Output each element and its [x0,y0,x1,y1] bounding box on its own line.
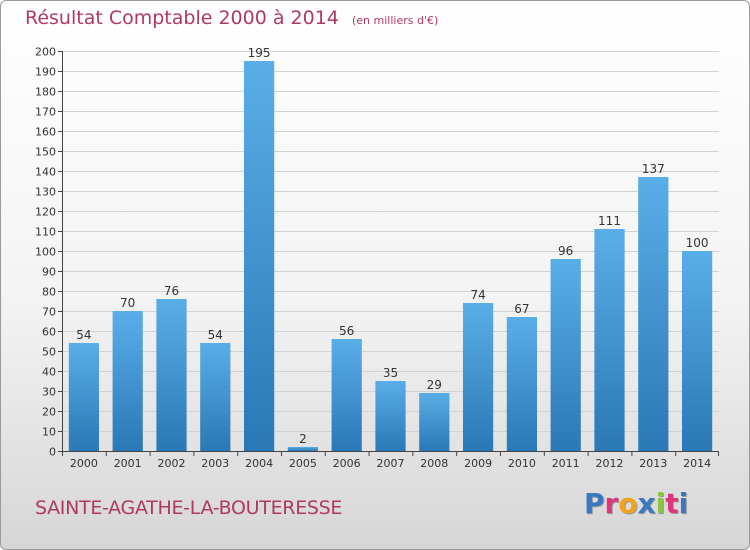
data-label-2010: 67 [514,302,529,316]
x-tick-label-2010: 2010 [508,457,536,470]
bar-2006 [331,339,362,451]
data-label-2011: 96 [558,244,573,258]
logo-letter: i [678,487,689,520]
proxiti-logo: Proxiti [584,487,688,520]
bar-2009 [462,303,494,451]
y-tick-label: 110 [35,226,56,239]
bars [68,61,713,451]
y-tick-label: 50 [42,346,56,359]
y-tick-label: 140 [35,166,56,179]
x-tick-label-2013: 2013 [639,457,667,470]
bar-2008 [419,393,450,451]
bar-2001 [112,311,143,451]
x-tick-label-2006: 2006 [333,457,361,470]
y-tick-label: 0 [49,446,56,459]
data-label-2007: 35 [383,366,398,380]
bar-2002 [156,299,187,451]
x-tick-label-2005: 2005 [289,457,317,470]
x-tick-label-2011: 2011 [552,457,580,470]
y-tick-label: 180 [35,86,56,99]
data-label-2003: 54 [208,328,223,342]
data-label-2001: 70 [120,296,135,310]
logo-letter: x [637,487,656,520]
data-label-2002: 76 [164,284,179,298]
x-tick-label-2009: 2009 [464,457,492,470]
logo-letter: o [618,487,638,520]
bar-2013 [638,177,669,451]
title-row: Résultat Comptable 2000 à 2014 (en milli… [25,7,438,29]
data-labels: 54 70 76 54 195 2 56 35 29 74 67 96 111 137 100 [76,46,708,446]
bar-2000 [68,343,100,451]
y-tick-label: 100 [35,246,56,259]
bar-2003 [200,343,231,451]
y-tick-label: 170 [35,106,56,119]
y-tick-label: 130 [35,186,56,199]
bar-2004 [243,61,275,451]
y-tick-label: 190 [35,66,56,79]
x-tick-label-2014: 2014 [683,457,711,470]
bar-2012 [594,229,625,451]
x-tick-label-2002: 2002 [158,457,186,470]
x-tick-label-2001: 2001 [114,457,142,470]
x-tick-label-2007: 2007 [377,457,405,470]
y-tick-label: 200 [35,46,56,59]
logo-letter: t [665,487,679,520]
x-tick-label-2012: 2012 [596,457,624,470]
data-label-2014: 100 [686,236,709,250]
y-tick-label: 20 [42,406,56,419]
data-label-2000: 54 [76,328,91,342]
y-axis: 0 10 20 30 40 50 60 70 80 90 100 110 120 130 140 150 160… [35,46,719,459]
bar-2005 [287,447,319,451]
y-tick-label: 90 [42,266,56,279]
bar-2007 [375,381,406,451]
y-tick-label: 70 [42,306,56,319]
y-tick-label: 160 [35,126,56,139]
bar-2014 [681,251,713,451]
data-label-2008: 29 [427,378,442,392]
data-label-2004: 195 [248,46,271,60]
commune-name: SAINTE-AGATHE-LA-BOUTERESSE [35,497,343,519]
y-tick-label: 80 [42,286,56,299]
logo-letter: i [655,487,666,520]
y-tick-label: 150 [35,146,56,159]
y-tick-label: 60 [42,326,56,339]
data-label-2009: 74 [470,288,485,302]
y-tick-label: 120 [35,206,56,219]
x-tick-label-2004: 2004 [245,457,273,470]
data-label-2012: 111 [598,214,621,228]
x-tick-label-2000: 2000 [70,457,98,470]
chart-title: Résultat Comptable 2000 à 2014 [25,7,339,29]
x-axis: 2000 2001 2002 2003 2004 2005 2006 2007 2008 2009… [62,451,719,470]
x-tick-label-2003: 2003 [201,457,229,470]
y-tick-label: 10 [42,426,56,439]
bar-2011 [550,259,581,451]
logo-letter: r [604,487,619,520]
y-tick-label: 40 [42,366,56,379]
x-tick-label-2008: 2008 [420,457,448,470]
y-tick-label: 30 [42,386,56,399]
data-label-2013: 137 [642,162,665,176]
chart-subtitle: (en milliers d'€) [351,14,439,27]
bar-2010 [506,317,538,451]
data-label-2005: 2 [299,432,307,446]
data-label-2006: 56 [339,324,354,338]
logo-letter: P [584,487,605,520]
